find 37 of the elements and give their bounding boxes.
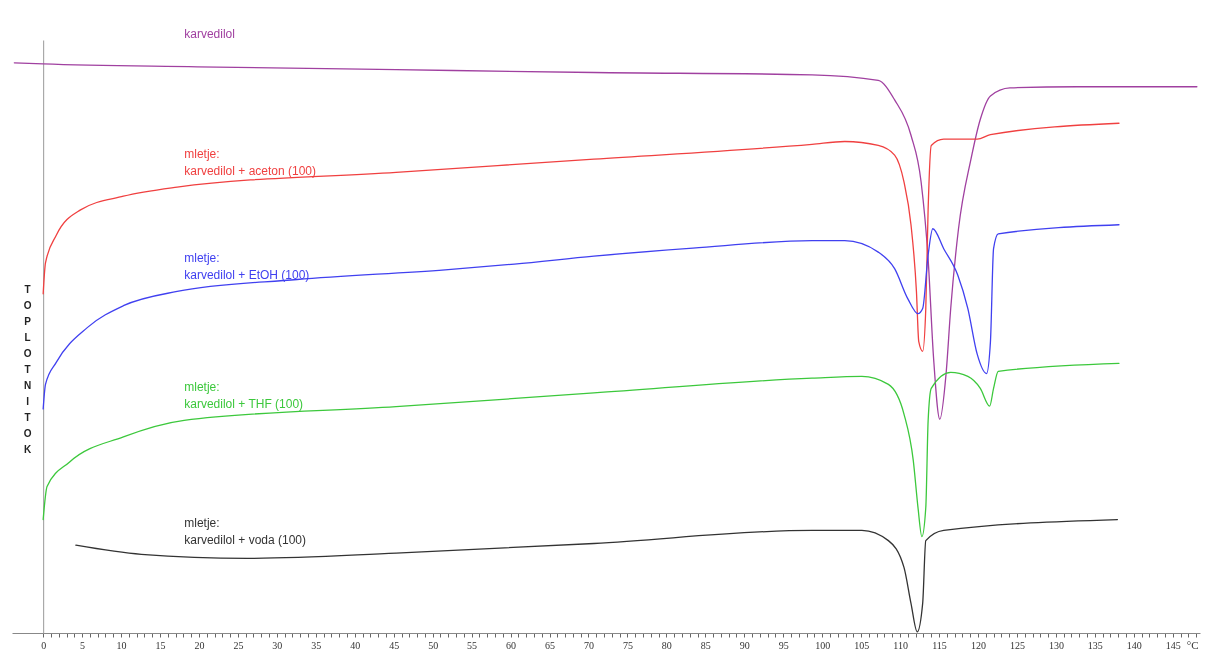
x-tick-label: 145	[1165, 639, 1181, 651]
x-tick-label: 50	[428, 639, 439, 651]
series-label: mletje: karvedilol + EtOH (100)	[184, 250, 310, 282]
x-tick-label: 0	[41, 639, 47, 651]
x-tick-label: 110	[893, 639, 908, 651]
x-tick-label: 95	[778, 639, 789, 651]
x-tick-label: 35	[311, 639, 322, 651]
x-tick-label: 5	[80, 639, 86, 651]
x-tick-label: 100	[815, 639, 831, 651]
x-tick-label: 60	[506, 639, 517, 651]
x-tick-label: 10	[116, 639, 127, 651]
x-tick-label: 15	[155, 639, 166, 651]
x-tick-label: 80	[661, 639, 672, 651]
x-tick-label: 70	[583, 639, 594, 651]
x-tick-label: 125	[1009, 639, 1025, 651]
x-tick-label: 55	[467, 639, 478, 651]
x-tick-label: 120	[970, 639, 986, 651]
text: TOPLOTNI TOK	[23, 283, 32, 455]
series-label: mletje: karvedilol + THF (100)	[184, 380, 304, 412]
x-tick-label: 135	[1087, 639, 1103, 651]
x-tick-label: 40	[350, 639, 361, 651]
x-tick-label: 45	[389, 639, 400, 651]
x-tick-label: 130	[1048, 639, 1064, 651]
x-tick-label: 140	[1126, 639, 1142, 651]
x-tick-label: 65	[545, 639, 556, 651]
x-tick-label: 105	[854, 639, 870, 651]
x-tick-label: 75	[622, 639, 633, 651]
x-tick-label: 25	[233, 639, 244, 651]
x-tick-label: 115	[932, 639, 947, 651]
x-axis-title: °C	[1186, 638, 1199, 651]
x-tick-label: 20	[194, 639, 205, 651]
x-tick-label: 85	[700, 639, 711, 651]
x-tick-label: 90	[739, 639, 750, 651]
series-label: mletje: karvedilol + aceton (100)	[184, 146, 317, 178]
x-tick-label: 30	[272, 639, 283, 651]
text: karvedilol	[184, 26, 235, 41]
series-label: mletje: karvedilol + voda (100)	[184, 515, 306, 547]
